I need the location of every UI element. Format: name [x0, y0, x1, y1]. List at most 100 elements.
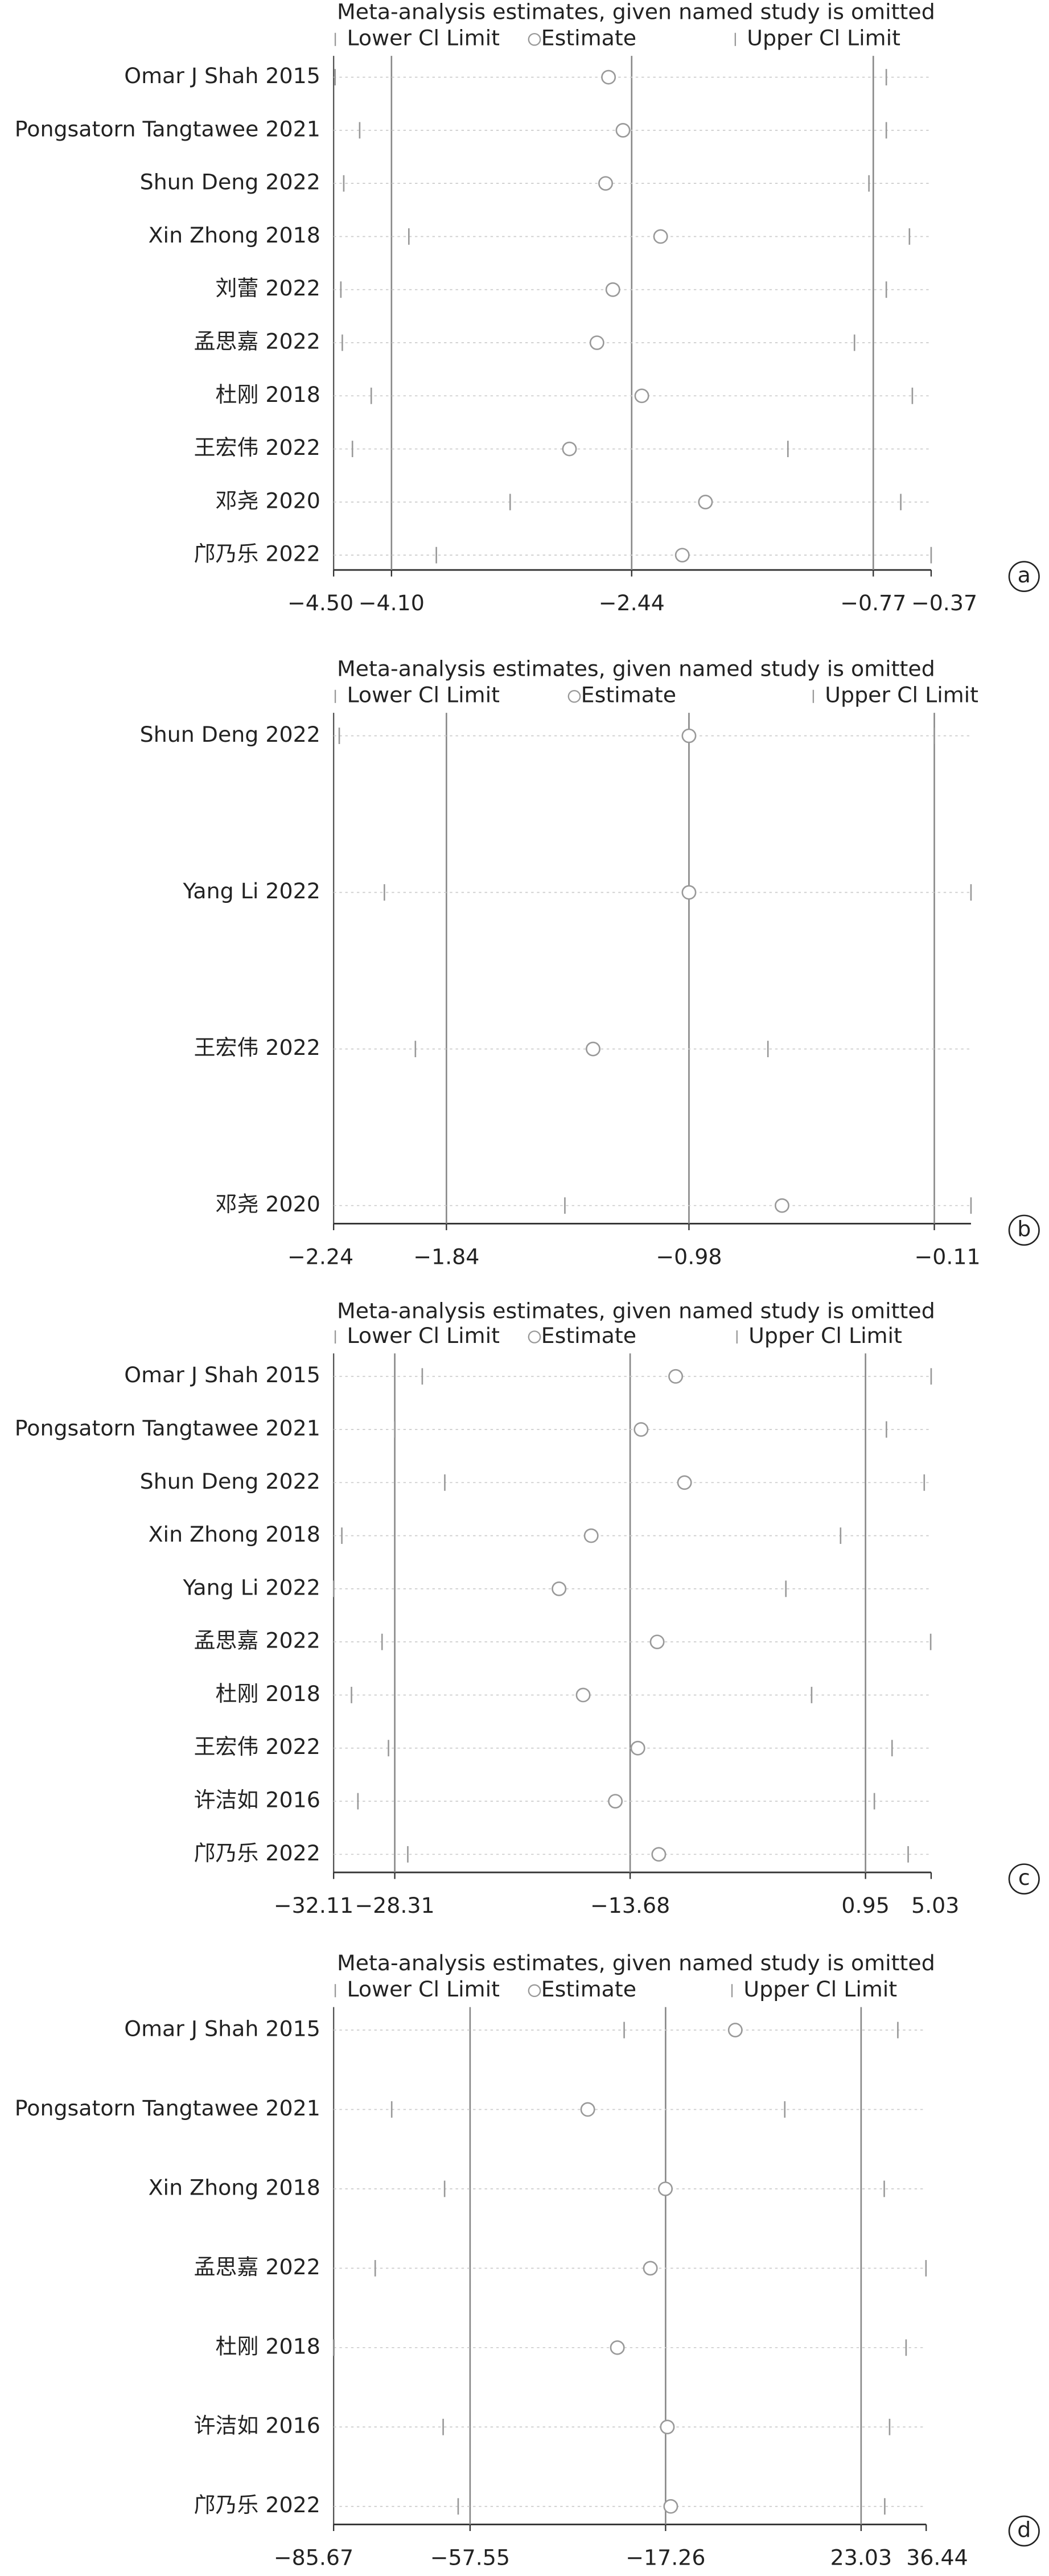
x-tick-label: −0.37	[911, 590, 977, 615]
legend-label: Estimate	[541, 1323, 636, 1348]
category-label: 王宏伟 2022	[194, 1734, 320, 1759]
panel-label: b	[1017, 1217, 1031, 1242]
estimate-marker	[610, 2340, 625, 2355]
category-label: Pongsatorn Tangtawee 2021	[15, 2096, 320, 2121]
legend-marker	[528, 1330, 541, 1344]
category-label: Omar J Shah 2015	[124, 1362, 320, 1387]
x-tick-label: −32.11	[274, 1893, 353, 1918]
category-label: 邝乃乐 2022	[194, 541, 320, 566]
panel-label: d	[1017, 2517, 1031, 2542]
estimate-marker	[608, 1794, 623, 1809]
panel-label-circle	[1008, 2515, 1040, 2547]
x-tick-label: −4.10	[359, 590, 425, 615]
x-tick-label: −85.67	[274, 2545, 353, 2570]
legend-label: Upper Cl Limit	[748, 1323, 902, 1348]
legend-label: Lower Cl Limit	[347, 683, 500, 708]
category-label: Pongsatorn Tangtawee 2021	[15, 1416, 320, 1441]
estimate-marker	[580, 2102, 595, 2117]
legend-label: Estimate	[541, 26, 636, 51]
estimate-marker	[633, 1422, 649, 1437]
category-label: 孟思嘉 2022	[194, 1628, 320, 1653]
x-tick-label: −0.11	[915, 1244, 981, 1269]
x-tick-label: −0.98	[656, 1244, 722, 1269]
chart-title: Meta-analysis estimates, given named stu…	[337, 0, 935, 24]
estimate-marker	[643, 2261, 658, 2276]
estimate-marker	[605, 282, 620, 297]
category-label: 邝乃乐 2022	[194, 2492, 320, 2517]
x-tick-label: −2.44	[599, 590, 665, 615]
estimate-marker	[601, 69, 616, 85]
estimate-marker	[598, 176, 614, 191]
category-label: 杜刚 2018	[216, 2333, 320, 2359]
chart-title: Meta-analysis estimates, given named stu…	[337, 1950, 935, 1975]
legend-label: Lower Cl Limit	[347, 26, 500, 51]
estimate-marker	[681, 885, 697, 900]
x-tick-label: −2.24	[287, 1244, 353, 1269]
category-label: 王宏伟 2022	[194, 1035, 320, 1060]
category-label: Xin Zhong 2018	[149, 223, 320, 248]
estimate-marker	[727, 2023, 743, 2037]
estimate-marker	[575, 1687, 591, 1703]
legend-label: Lower Cl Limit	[347, 1323, 500, 1348]
estimate-marker	[674, 548, 690, 563]
category-label: 邓尧 2020	[216, 1192, 320, 1217]
estimate-marker	[589, 335, 604, 350]
category-label: 王宏伟 2022	[194, 435, 320, 460]
legend-marker	[528, 1984, 541, 1998]
chart-title: Meta-analysis estimates, given named stu…	[337, 656, 935, 681]
estimate-marker	[615, 123, 631, 138]
estimate-marker	[774, 1198, 789, 1213]
estimate-marker	[630, 1740, 645, 1756]
category-label: 邝乃乐 2022	[194, 1840, 320, 1866]
panel-label-circle	[1008, 1863, 1040, 1895]
legend-label: Estimate	[581, 683, 676, 708]
category-label: 刘蕾 2022	[216, 276, 320, 301]
x-tick-label: −1.84	[413, 1244, 479, 1269]
category-label: Shun Deng 2022	[140, 170, 320, 195]
category-label: Omar J Shah 2015	[124, 2016, 320, 2041]
category-label: 许洁如 2016	[194, 2413, 320, 2438]
panel-label-circle	[1008, 1214, 1040, 1246]
category-label: 孟思嘉 2022	[194, 329, 320, 354]
x-tick-label: 23.03	[830, 2545, 892, 2570]
category-label: Pongsatorn Tangtawee 2021	[15, 117, 320, 142]
estimate-marker	[634, 388, 649, 404]
legend-label: Upper Cl Limit	[743, 1977, 897, 2002]
category-label: Yang Li 2022	[182, 1575, 320, 1600]
panel-label: a	[1018, 562, 1031, 587]
category-label: 许洁如 2016	[194, 1788, 320, 1813]
x-tick-label: 0.95	[841, 1893, 889, 1918]
estimate-marker	[653, 229, 668, 244]
x-tick-label: −4.50	[287, 590, 353, 615]
category-label: 杜刚 2018	[216, 1681, 320, 1706]
legend-label: Lower Cl Limit	[347, 1977, 500, 2002]
legend-marker	[528, 32, 541, 46]
category-label: 邓尧 2020	[216, 488, 320, 513]
category-label: Shun Deng 2022	[140, 1469, 320, 1494]
estimate-marker	[668, 1369, 684, 1384]
estimate-marker	[583, 1528, 599, 1543]
x-tick-label: −57.55	[430, 2545, 510, 2570]
legend-label: Upper Cl Limit	[747, 26, 900, 51]
x-tick-label: −17.26	[626, 2545, 705, 2570]
category-label: 孟思嘉 2022	[194, 2254, 320, 2279]
panel-label: c	[1018, 1865, 1030, 1890]
category-label: Shun Deng 2022	[140, 722, 320, 747]
estimate-marker	[552, 1581, 567, 1596]
panel-label-circle	[1008, 561, 1040, 592]
chart-title: Meta-analysis estimates, given named stu…	[337, 1299, 935, 1324]
category-label: Xin Zhong 2018	[149, 1522, 320, 1547]
legend-label: Upper Cl Limit	[825, 683, 978, 708]
estimate-marker	[649, 1634, 665, 1650]
category-label: Xin Zhong 2018	[149, 2175, 320, 2200]
x-tick-label: 36.44	[906, 2545, 968, 2570]
estimate-marker	[681, 728, 697, 743]
category-label: Yang Li 2022	[182, 878, 320, 903]
estimate-marker	[660, 2419, 675, 2435]
estimate-marker	[651, 1847, 667, 1862]
estimate-marker	[698, 495, 713, 510]
estimate-marker	[658, 2181, 673, 2196]
legend-label: Estimate	[541, 1977, 636, 2002]
